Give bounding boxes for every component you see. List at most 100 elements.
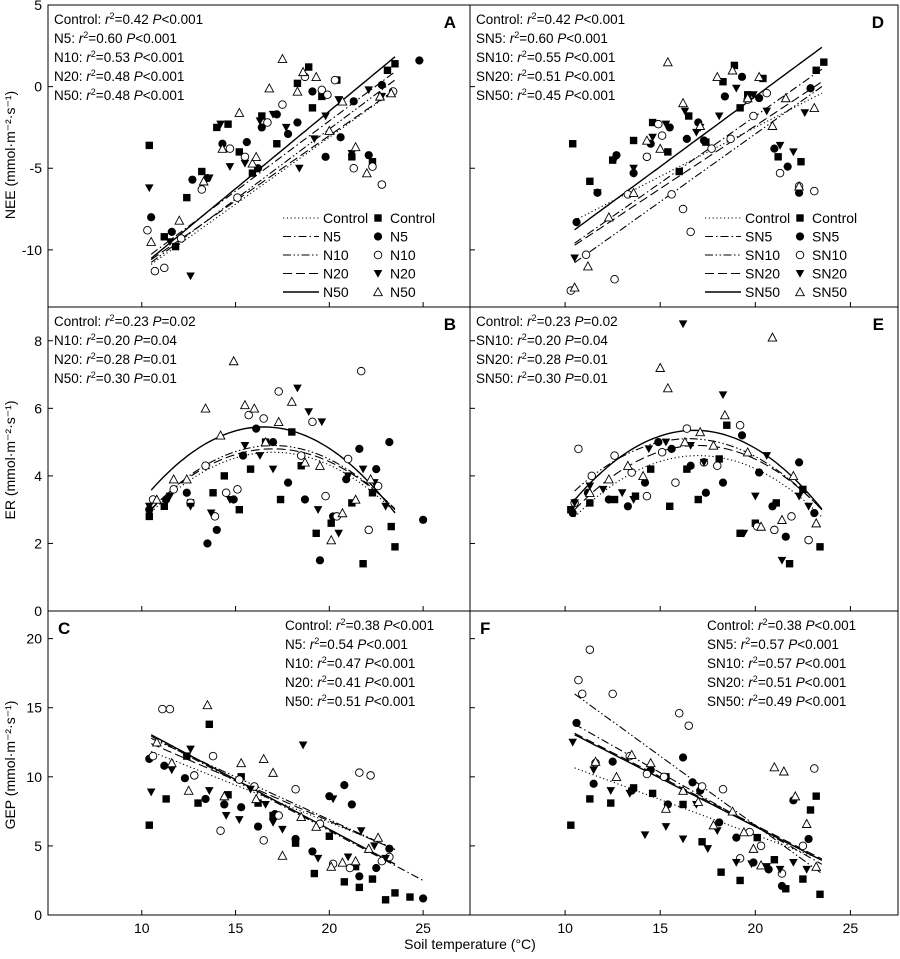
- data-point: [368, 875, 377, 883]
- data-point: [737, 431, 747, 440]
- data-point: [273, 140, 281, 148]
- data-point: [655, 143, 666, 153]
- data-point: [150, 266, 160, 276]
- data-point: [738, 826, 749, 837]
- fit-line: [150, 734, 396, 865]
- data-point: [291, 785, 300, 794]
- fit-line: [574, 444, 823, 511]
- data-point: [308, 104, 317, 112]
- data-point: [586, 177, 594, 186]
- data-point: [654, 119, 663, 129]
- y-tick-label: 15: [26, 700, 42, 716]
- data-point: [671, 478, 680, 487]
- data-point: [775, 141, 785, 150]
- data-point: [291, 834, 300, 844]
- data-point: [586, 795, 594, 803]
- data-point: [604, 495, 613, 504]
- data-point: [144, 184, 154, 193]
- data-point: [816, 890, 824, 898]
- data-point: [806, 84, 815, 93]
- fit-line: [150, 426, 396, 514]
- data-point: [345, 863, 355, 873]
- data-point: [374, 91, 386, 101]
- data-point: [252, 424, 261, 433]
- fit-line: [574, 732, 823, 860]
- y-tick-label: 5: [34, 0, 42, 13]
- y-tick-label: 0: [34, 79, 42, 95]
- data-point: [277, 53, 288, 64]
- data-point: [358, 465, 368, 474]
- data-point: [183, 752, 191, 760]
- data-point: [278, 100, 287, 109]
- x-tick-label: 10: [557, 920, 573, 936]
- data-point: [715, 818, 724, 827]
- panel-C: 0 5 10 15 20 10 15 20 25 C Control: r2=0.38 P<0.00…: [26, 610, 471, 936]
- fit-line: [574, 455, 823, 518]
- data-point: [640, 478, 650, 487]
- data-point: [699, 136, 709, 145]
- data-point: [216, 826, 225, 835]
- data-point: [718, 478, 728, 487]
- data-point: [385, 844, 394, 853]
- data-point: [186, 502, 195, 511]
- fit-line: [150, 79, 396, 263]
- data-point: [167, 766, 177, 775]
- data-point: [350, 141, 361, 152]
- data-point: [255, 117, 265, 126]
- data-point: [714, 112, 724, 121]
- legend-label: SN50: [812, 284, 847, 300]
- stat-line: N50: r2=0.30 P=0.01: [54, 370, 177, 386]
- stat-line: SN10: r2=0.20 P=0.04: [476, 332, 608, 348]
- data-point: [812, 792, 820, 800]
- panel-F: 10 15 20 25 F Control: r2=0.38 P<0.001 SN5: r2…: [469, 610, 899, 936]
- data-point: [146, 788, 156, 797]
- data-point: [610, 495, 619, 504]
- y-axis-label-er: ER (mmol·m⁻²·s⁻¹): [2, 401, 18, 520]
- data-point: [708, 819, 719, 830]
- legend-marker: [373, 250, 383, 260]
- legend-label: N20: [390, 266, 416, 282]
- y-tick-label: 0: [34, 603, 42, 619]
- data-point: [259, 414, 268, 423]
- data-point: [787, 512, 796, 521]
- data-point: [804, 535, 813, 545]
- data-point: [225, 496, 235, 504]
- data-point: [251, 793, 262, 804]
- data-point: [569, 282, 580, 292]
- data-point: [355, 872, 364, 881]
- data-point: [736, 529, 744, 538]
- data-point: [305, 63, 313, 71]
- data-point: [321, 152, 330, 161]
- data-point: [181, 474, 192, 484]
- data-point: [182, 488, 191, 497]
- panel-letter: D: [872, 13, 884, 32]
- data-point: [794, 180, 805, 191]
- data-point: [629, 164, 638, 173]
- data-point: [570, 499, 579, 508]
- data-point: [695, 120, 706, 130]
- data-point: [221, 812, 231, 820]
- data-point: [677, 785, 689, 795]
- data-point: [661, 823, 671, 831]
- data-point: [201, 794, 210, 804]
- stat-line: SN20: r2=0.51 P<0.001: [707, 674, 846, 690]
- data-point: [324, 125, 335, 135]
- data-point: [255, 452, 265, 460]
- data-point: [145, 512, 153, 521]
- data-point: [640, 831, 650, 840]
- data-point: [742, 446, 753, 457]
- data-point: [268, 818, 278, 827]
- data-point: [816, 543, 824, 551]
- stat-line: Control: r2=0.23 P=0.02: [476, 313, 618, 329]
- data-point: [697, 782, 707, 791]
- data-point: [701, 488, 710, 497]
- data-point: [755, 93, 764, 103]
- data-point: [198, 176, 209, 186]
- data-point: [603, 474, 614, 484]
- data-point: [707, 144, 716, 153]
- data-point: [767, 120, 778, 130]
- data-point: [736, 104, 744, 112]
- data-point: [258, 112, 266, 120]
- data-point: [774, 153, 782, 161]
- fit-line: [574, 46, 823, 231]
